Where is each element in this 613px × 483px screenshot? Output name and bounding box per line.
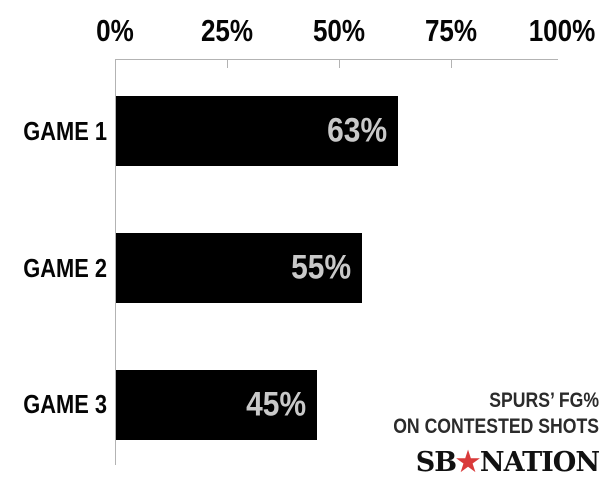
sbnation-logo: SB ★ NATION <box>415 444 600 480</box>
star-icon: ★ <box>454 444 482 480</box>
category-label-game-2: GAME 2 <box>23 253 107 283</box>
x-axis-line <box>115 59 558 60</box>
x-axis-tick-75 <box>451 59 452 68</box>
category-label-game-1: GAME 1 <box>23 116 107 146</box>
logo-text-sb: SB <box>415 447 457 478</box>
x-axis-tick-label-25: 25% <box>200 13 254 48</box>
x-axis-tick-label-75: 75% <box>424 13 478 48</box>
bar-game-1: 63% <box>116 96 398 166</box>
annotation-line-2: ON CONTESTED SHOTS <box>393 415 599 438</box>
y-axis-line <box>115 59 116 465</box>
category-label-game-3: GAME 3 <box>23 389 107 419</box>
annotation-line-1: SPURS’ FG% <box>489 389 599 412</box>
bar-value-game-3: 45% <box>246 385 307 424</box>
bar-game-2: 55% <box>116 233 362 303</box>
bar-value-game-1: 63% <box>326 111 387 150</box>
bar-value-game-2: 55% <box>290 248 351 287</box>
x-axis-tick-25 <box>227 59 228 68</box>
logo-text-nation: NATION <box>479 447 600 478</box>
chart-annotation: SPURS’ FG% ON CONTESTED SHOTS <box>393 388 599 440</box>
x-axis-tick-label-100: 100% <box>528 13 596 48</box>
bar-game-3: 45% <box>116 370 318 440</box>
x-axis-tick-label-0: 0% <box>96 13 134 48</box>
x-axis-tick-label-50: 50% <box>312 13 366 48</box>
x-axis-tick-50 <box>339 59 340 68</box>
